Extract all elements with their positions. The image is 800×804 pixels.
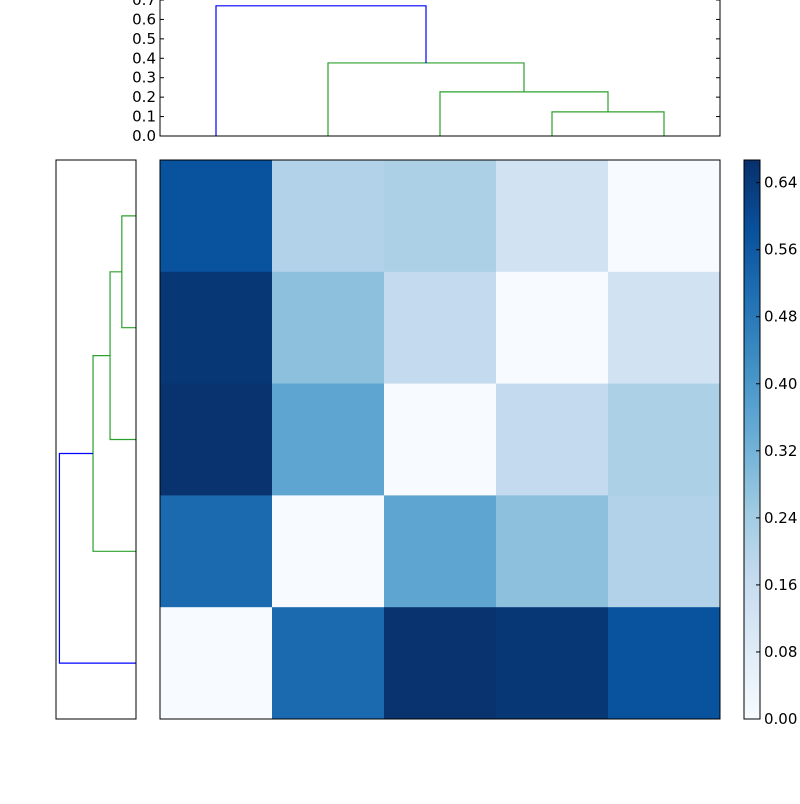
heatmap-cell xyxy=(608,607,721,720)
colorbar-bar xyxy=(743,159,761,720)
heatmap-cell xyxy=(160,495,273,608)
dendrogram-link xyxy=(58,452,136,664)
y-tick-label: 0.3 xyxy=(132,69,156,87)
y-tick-label: 0.0 xyxy=(132,127,156,145)
heatmap-cell xyxy=(608,271,721,385)
heatmap-cell xyxy=(272,383,385,496)
heatmap-cell xyxy=(272,607,385,720)
heatmap-cell xyxy=(384,271,497,385)
dendrogram-link xyxy=(121,215,136,329)
colorbar: 0.00 0.08 0.16 0.24 0.32 0.40 0.48 0.56 0.64 xyxy=(743,159,797,728)
y-tick-label: 0.7 xyxy=(132,0,156,9)
colorbar-tick-label: 0.56 xyxy=(764,241,797,259)
heatmap-cell xyxy=(496,607,609,720)
heatmap-cell xyxy=(384,495,497,608)
colorbar-tick-label: 0.40 xyxy=(764,375,797,393)
heatmap-cell xyxy=(608,160,721,273)
heatmap-cell xyxy=(496,271,609,385)
heatmap-cell xyxy=(608,383,721,496)
y-tick-label: 0.5 xyxy=(132,30,156,48)
colorbar-tick-label: 0.24 xyxy=(764,509,797,527)
heatmap-cell xyxy=(496,383,609,496)
top-dendrogram-frame xyxy=(159,0,721,137)
y-tick-label: 0.6 xyxy=(132,10,156,28)
y-tick-label: 0.1 xyxy=(132,108,156,126)
heatmap-cell xyxy=(160,383,273,496)
heatmap xyxy=(159,159,721,720)
heatmap-cell xyxy=(160,271,273,385)
colorbar-tick-label: 0.00 xyxy=(764,710,797,728)
heatmap-cell xyxy=(160,160,273,273)
heatmap-cell xyxy=(384,383,497,496)
heatmap-frame xyxy=(159,159,721,720)
colorbar-tick-label: 0.08 xyxy=(764,643,797,661)
y-tick-label: 0.2 xyxy=(132,88,156,106)
dendrogram-link xyxy=(92,355,136,552)
dendrogram-link xyxy=(109,271,136,441)
heatmap-cell xyxy=(384,607,497,720)
heatmap-cell xyxy=(160,607,273,720)
colorbar-tick-label: 0.16 xyxy=(764,576,797,594)
dendrogram-link xyxy=(439,91,609,136)
heatmap-cell xyxy=(272,495,385,608)
colorbar-tick-label: 0.64 xyxy=(764,174,797,192)
dendrogram-link xyxy=(551,111,665,136)
heatmap-cell xyxy=(272,160,385,273)
colorbar-tick-label: 0.48 xyxy=(764,308,797,326)
heatmap-cell xyxy=(496,160,609,273)
heatmap-cell xyxy=(608,495,721,608)
heatmap-cell xyxy=(384,160,497,273)
colorbar-tick-label: 0.32 xyxy=(764,442,797,460)
top-dendrogram: 0.00.1 0.20.3 0.40.5 0.60.7 xyxy=(132,0,721,145)
heatmap-cell xyxy=(272,271,385,385)
dendrogram-link xyxy=(327,62,525,136)
y-tick-label: 0.4 xyxy=(132,49,156,67)
left-dendrogram-frame xyxy=(55,159,137,720)
heatmap-cell xyxy=(496,495,609,608)
left-dendrogram xyxy=(55,159,137,720)
dendrogram-link xyxy=(215,5,427,136)
